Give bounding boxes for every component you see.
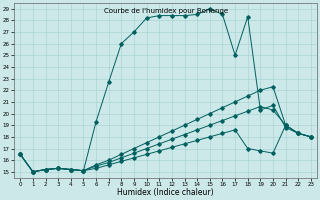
X-axis label: Humidex (Indice chaleur): Humidex (Indice chaleur) [117,188,214,197]
Text: Courbe de l'humidex pour Borlange: Courbe de l'humidex pour Borlange [104,8,228,14]
